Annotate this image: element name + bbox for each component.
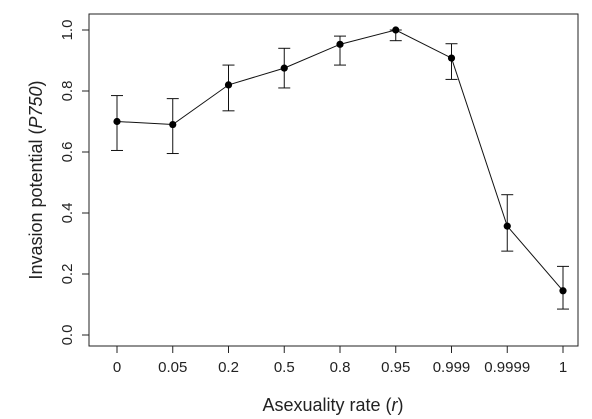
x-tick-label-4: 0.8 bbox=[330, 359, 351, 376]
data-point-6 bbox=[447, 54, 456, 62]
x-tick-label-6: 0.999 bbox=[433, 359, 471, 376]
y-tick-label-1: 0.2 bbox=[59, 264, 76, 285]
x-axis-title-close: ) bbox=[398, 395, 404, 415]
series-line bbox=[116, 29, 564, 292]
x-tick-label-1: 0.05 bbox=[158, 359, 187, 376]
data-point-5 bbox=[392, 26, 400, 34]
x-axis-title: Asexuality rate (r) bbox=[262, 395, 403, 415]
data-point-8 bbox=[559, 287, 567, 295]
y-axis-title: Invasion potential (P750) bbox=[26, 80, 46, 279]
data-point-2 bbox=[224, 81, 233, 89]
x-axis-title-var: r bbox=[392, 395, 399, 415]
data-point-0 bbox=[113, 117, 121, 126]
y-tick-label-0: 0.0 bbox=[59, 325, 76, 346]
y-tick-label-3: 0.6 bbox=[59, 142, 76, 163]
x-tick-label-3: 0.5 bbox=[274, 359, 295, 376]
y-axis-title-close: ) bbox=[26, 80, 46, 86]
x-axis: 0 0.05 0.2 0.5 0.8 0.95 0.999 0.9999 1 bbox=[113, 346, 567, 376]
data-point-3 bbox=[280, 64, 288, 72]
y-tick-label-4: 0.8 bbox=[59, 81, 76, 102]
x-axis-title-text: Asexuality rate ( bbox=[262, 395, 391, 415]
y-tick-label-2: 0.4 bbox=[59, 203, 76, 224]
data-point-7 bbox=[503, 222, 511, 230]
x-tick-label-2: 0.2 bbox=[218, 359, 239, 376]
data-point-4 bbox=[336, 40, 344, 48]
x-tick-label-5: 0.95 bbox=[381, 359, 410, 376]
data-point-1 bbox=[169, 120, 177, 129]
y-axis: 0.0 0.2 0.4 0.6 0.8 1.0 bbox=[59, 20, 89, 346]
x-tick-label-0: 0 bbox=[113, 359, 121, 376]
x-tick-label-8: 1 bbox=[559, 359, 567, 376]
data-series bbox=[111, 26, 569, 310]
plot-frame bbox=[88, 13, 579, 347]
x-tick-label-7: 0.9999 bbox=[484, 359, 530, 376]
y-axis-title-var: P750 bbox=[26, 86, 46, 128]
y-axis-title-text: Invasion potential ( bbox=[26, 128, 46, 279]
y-tick-label-5: 1.0 bbox=[59, 20, 76, 41]
